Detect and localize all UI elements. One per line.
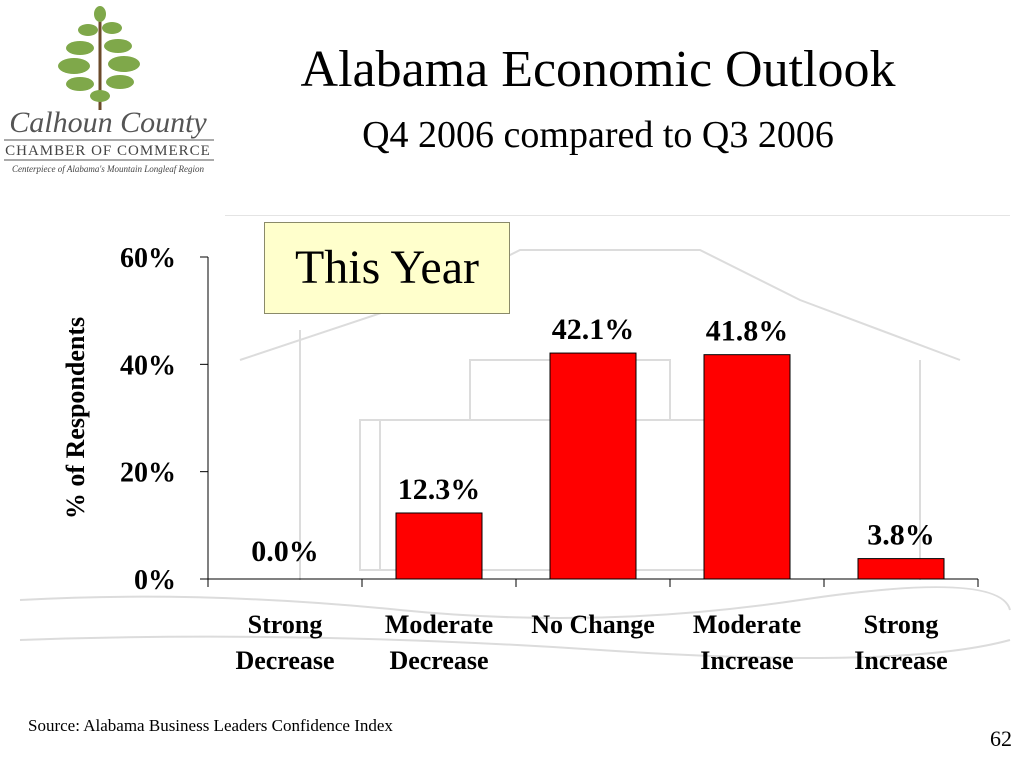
bar-value-label: 3.8% (867, 519, 935, 552)
bar-value-label: 0.0% (251, 535, 319, 568)
bars (395, 352, 945, 580)
this-year-callout: This Year (264, 222, 510, 314)
logo-org: CHAMBER OF COMMERCE (5, 143, 211, 159)
category-label: Increase (854, 646, 947, 675)
category-label: Decrease (389, 646, 488, 675)
bar (549, 352, 637, 580)
slide-title: Alabama Economic Outlook (300, 41, 896, 98)
logo-name: Calhoun County (9, 106, 207, 139)
bar-value-label: 42.1% (552, 313, 635, 346)
category-label: Moderate (385, 610, 493, 639)
y-axis-title: % of Respondents (61, 317, 90, 519)
y-tick-label: 0% (134, 565, 176, 596)
category-label: Decrease (235, 646, 334, 675)
chamber-logo: Calhoun County CHAMBER OF COMMERCE Cente… (4, 6, 214, 174)
tree-icon (58, 6, 140, 110)
background-watermark (19, 249, 1011, 659)
category-label: Strong (864, 610, 939, 639)
category-label: Moderate (693, 610, 801, 639)
bar (857, 558, 945, 580)
source-note: Source: Alabama Business Leaders Confide… (28, 716, 393, 735)
y-tick-label: 40% (120, 350, 176, 381)
y-tick-label: 60% (120, 243, 176, 274)
bar (703, 354, 791, 580)
category-label: Increase (700, 646, 793, 675)
bar-value-label: 41.8% (706, 315, 789, 348)
labels: 0% 20% 40% 60% % of Respondents 0.0% Strong Dec… (61, 243, 948, 675)
divider (225, 215, 1010, 216)
logo-tagline: Centerpiece of Alabama's Mountain Longle… (12, 164, 204, 174)
bar-value-label: 12.3% (398, 473, 481, 506)
bar (395, 512, 483, 580)
page-number: 62 (990, 726, 1012, 751)
category-label: No Change (531, 610, 655, 639)
y-tick-label: 20% (120, 458, 176, 489)
category-label: Strong (248, 610, 323, 639)
slide-subtitle: Q4 2006 compared to Q3 2006 (362, 114, 834, 156)
